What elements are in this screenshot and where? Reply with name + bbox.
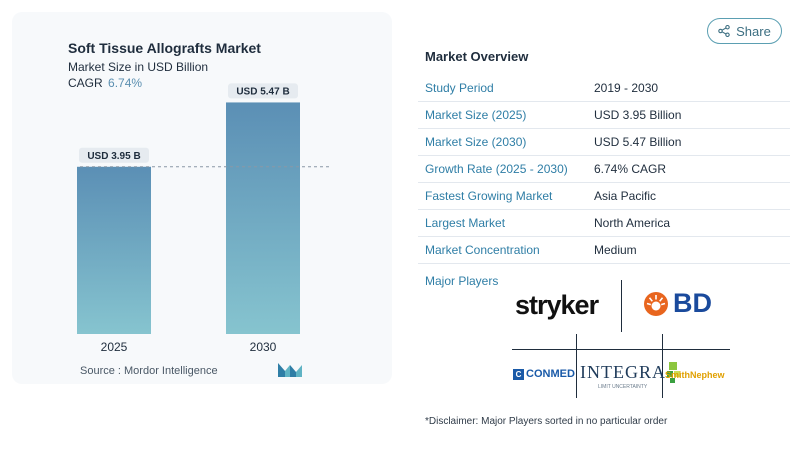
bar-2025 <box>77 166 151 334</box>
mordor-logo-icon <box>278 363 302 382</box>
data-label: USD 5.47 B <box>236 86 289 97</box>
major-players-label: Major Players <box>425 274 499 288</box>
cagr-label: CAGR <box>68 76 103 90</box>
data-label-badge <box>79 147 149 163</box>
integra-logo-text: INTEGRA <box>580 362 666 382</box>
overview-title: Market Overview <box>425 49 529 64</box>
overview-value: 6.74% CAGR <box>594 162 667 176</box>
conmed-logo-text: CONMED <box>526 368 575 380</box>
chart-card <box>12 12 392 384</box>
overview-row: Fastest Growing Market Asia Pacific <box>418 183 790 210</box>
chart-title: Soft Tissue Allografts Market <box>68 40 261 56</box>
logo-divider <box>662 334 663 398</box>
overview-label: Growth Rate (2025 - 2030) <box>425 162 568 176</box>
smith-nephew-logo: SmithNephew <box>665 370 725 380</box>
overview-label: Market Size (2025) <box>425 108 527 122</box>
overview-row: Market Size (2025) USD 3.95 Billion <box>418 102 790 129</box>
overview-row: Market Concentration Medium <box>418 237 790 264</box>
cagr-line: CAGR 6.74% <box>68 76 142 90</box>
overview-label: Fastest Growing Market <box>425 189 553 203</box>
disclaimer-text: *Disclaimer: Major Players sorted in no … <box>425 416 668 427</box>
conmed-logo: C CONMED <box>513 368 575 380</box>
overview-label: Market Size (2030) <box>425 135 527 149</box>
bd-logo-text: BD <box>673 288 712 318</box>
logo-divider <box>512 349 730 350</box>
bar-chart: USD 3.95 B 2025 USD 5.47 B 2030 <box>77 83 330 354</box>
overview-value: USD 3.95 Billion <box>594 108 682 122</box>
overview-value: North America <box>594 216 671 230</box>
bd-logo: BD <box>643 288 712 319</box>
overview-label: Study Period <box>425 81 494 95</box>
data-label: USD 3.95 B <box>87 151 140 162</box>
conmed-mark-icon: C <box>513 368 524 380</box>
source-text: Source : Mordor Intelligence <box>80 365 218 377</box>
x-tick-label: 2030 <box>250 340 277 354</box>
stryker-logo: stryker <box>515 290 599 320</box>
integra-mark-icon <box>667 362 680 383</box>
overview-label: Market Concentration <box>425 243 540 257</box>
overview-row: Market Size (2030) USD 5.47 Billion <box>418 129 790 156</box>
x-tick-label: 2025 <box>101 340 128 354</box>
overview-value: Asia Pacific <box>594 189 657 203</box>
share-icon <box>718 25 730 37</box>
logo-divider <box>576 334 577 398</box>
overview-value: Medium <box>594 243 637 257</box>
overview-value: 2019 - 2030 <box>594 81 659 95</box>
overview-row: Largest Market North America <box>418 210 790 237</box>
share-label: Share <box>736 23 771 39</box>
overview-row: Study Period 2019 - 2030 <box>418 75 790 102</box>
cagr-value: 6.74% <box>108 76 143 90</box>
overview-table: Study Period 2019 - 2030 Market Size (20… <box>418 75 790 264</box>
overview-label: Largest Market <box>425 216 506 230</box>
integra-tagline: LIMIT UNCERTAINTY <box>598 384 648 390</box>
bar-2030 <box>226 102 300 334</box>
share-button[interactable]: Share <box>707 18 782 44</box>
bd-sun-icon <box>644 291 668 316</box>
integra-logo: INTEGRA LIMIT UNCERTAINTY <box>580 362 681 390</box>
chart-subtitle: Market Size in USD Billion <box>68 60 209 74</box>
overview-row: Growth Rate (2025 - 2030) 6.74% CAGR <box>418 156 790 183</box>
overview-value: USD 5.47 Billion <box>594 135 682 149</box>
data-label-badge <box>228 83 298 99</box>
logo-divider <box>621 280 622 332</box>
